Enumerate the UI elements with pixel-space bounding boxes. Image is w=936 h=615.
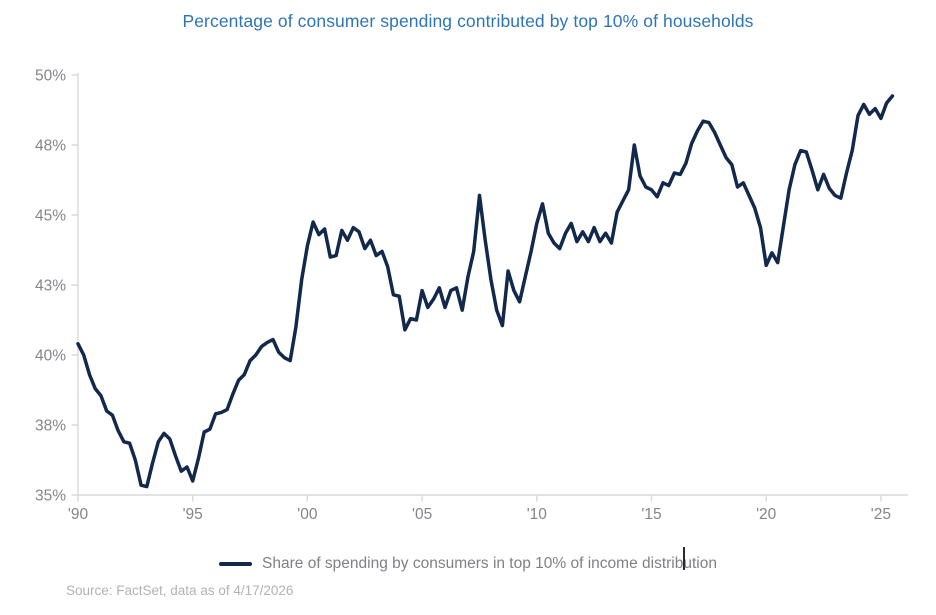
legend: Share of spending by consumers in top 10… [0,551,936,577]
x-tick-label: '95 [183,506,203,523]
x-tick-label: '20 [756,506,777,523]
x-tick-label: '00 [297,506,318,523]
legend-line-marker-icon [219,562,253,566]
x-tick-label: '15 [641,506,661,523]
source-note: Source: FactSet, data as of 4/17/2026 [66,583,294,598]
text-cursor [683,547,685,570]
y-tick-label: 38% [35,418,66,435]
x-tick-label: '05 [412,506,432,523]
y-tick-label: 35% [35,488,66,505]
x-tick-label: '90 [68,506,89,523]
y-tick-label: 40% [35,348,66,365]
y-tick-label: 50% [35,68,66,85]
x-tick-label: '10 [527,506,548,523]
y-tick-label: 45% [35,208,66,225]
y-tick-label: 48% [35,138,66,155]
y-tick-label: 43% [35,278,66,295]
x-tick-label: '25 [871,506,891,523]
spending-share-line [76,94,895,489]
chart-title: Percentage of consumer spending contribu… [182,11,754,31]
legend-label[interactable]: Share of spending by consumers in top 10… [262,555,717,572]
